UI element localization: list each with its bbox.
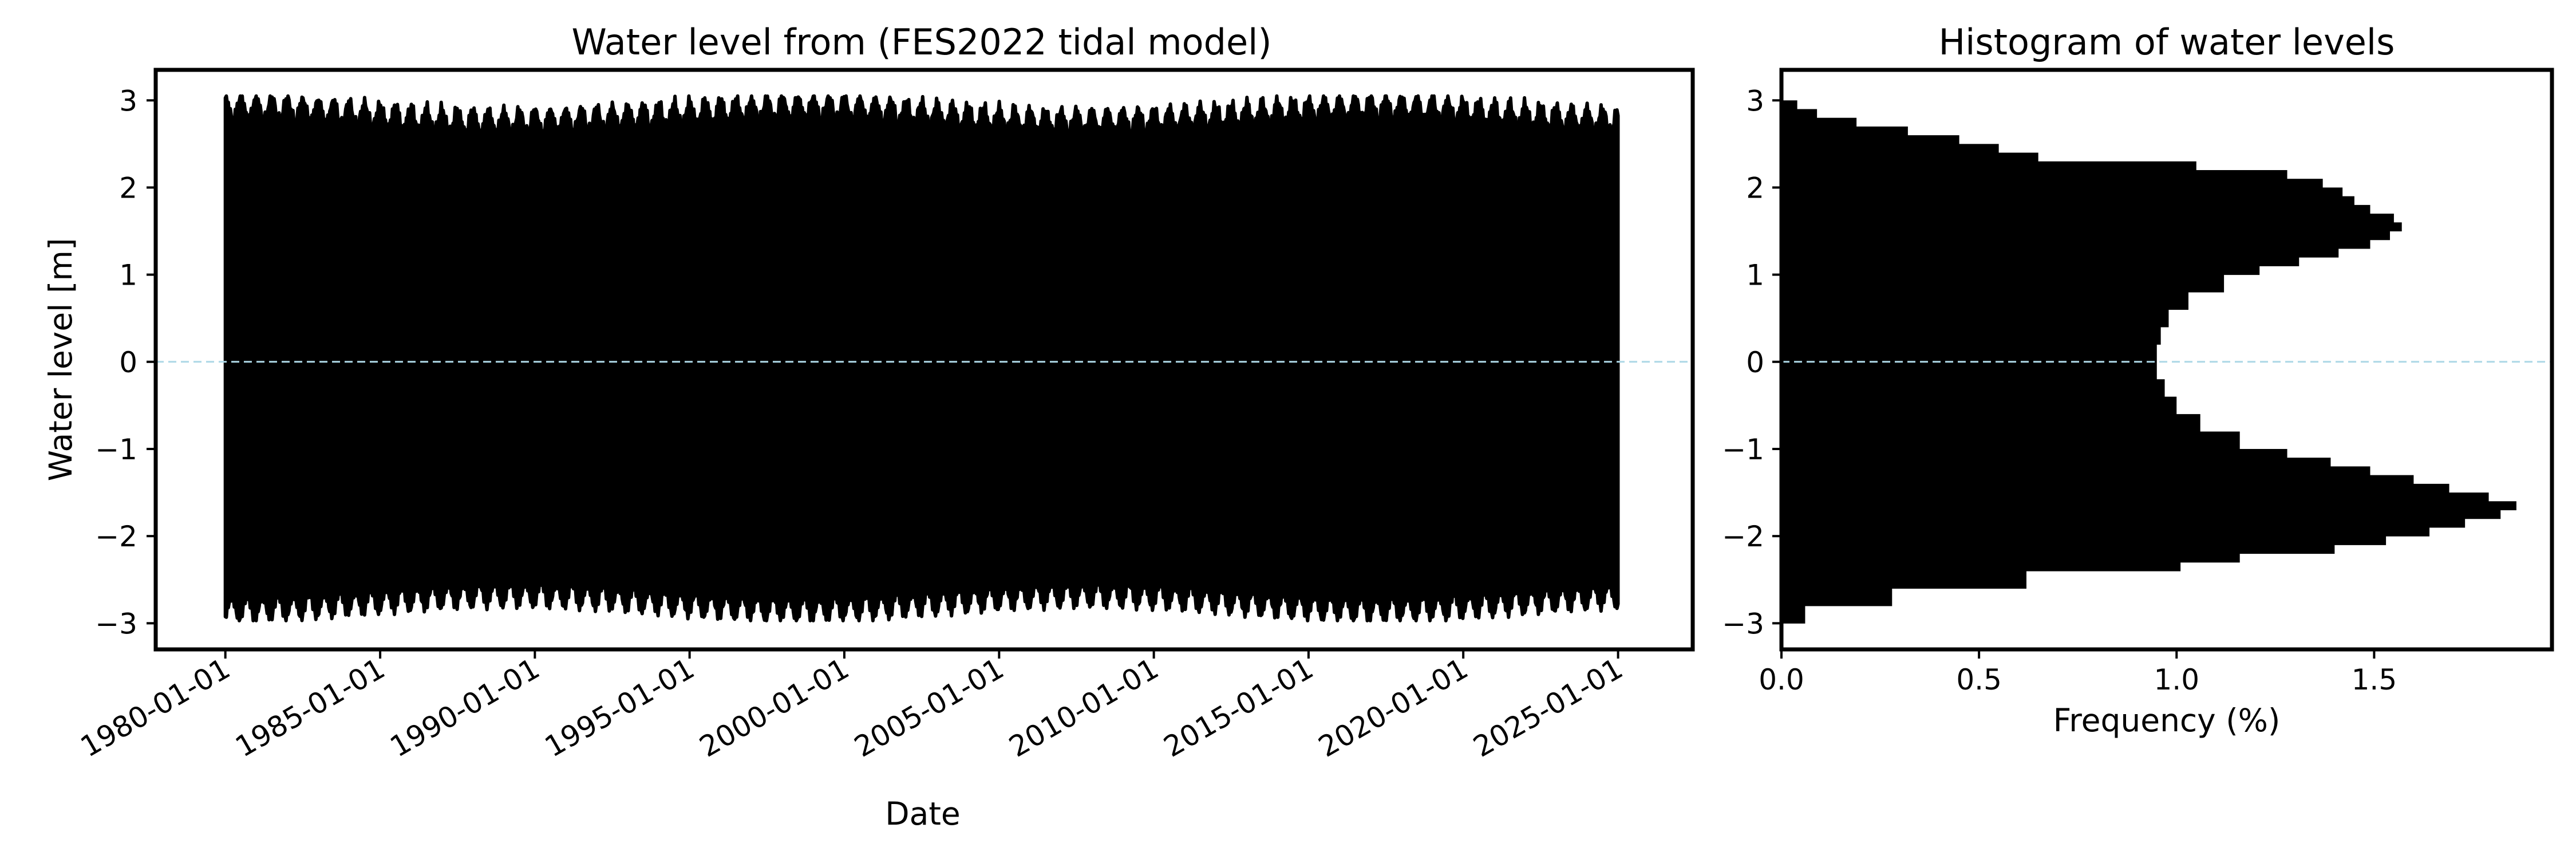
histogram-bar xyxy=(1781,475,2414,484)
histogram-bar xyxy=(1781,458,2331,467)
histogram-bar xyxy=(1781,231,2390,241)
histogram-bar xyxy=(1781,161,2196,171)
y-tick-label: 2 xyxy=(119,171,137,204)
histogram-bar xyxy=(1781,431,2240,450)
histogram-bar xyxy=(1781,553,2240,563)
histogram-bar xyxy=(1781,492,2489,502)
histogram-bar xyxy=(1781,187,2343,197)
timeseries-frame xyxy=(153,68,1695,652)
y-tick-label: −1 xyxy=(1722,433,1764,466)
histogram-bar xyxy=(1781,588,1893,606)
histogram-bar xyxy=(1781,292,2188,310)
y-tick-label: −2 xyxy=(1722,520,1764,553)
histogram-bar xyxy=(1781,135,1959,144)
y-tick-label: 3 xyxy=(1746,84,1764,117)
y-tick-label: −3 xyxy=(1722,607,1764,640)
histogram-title: Histogram of water levels xyxy=(1939,21,2395,63)
histogram-bar xyxy=(1781,562,2181,572)
histogram-bar xyxy=(1781,257,2300,266)
histogram-bar xyxy=(1781,518,2466,528)
y-tick-label: −2 xyxy=(95,520,137,553)
y-tick-label: 2 xyxy=(1746,171,1764,204)
histogram-bar xyxy=(1781,466,2370,476)
histogram-bar xyxy=(1781,571,2026,589)
histogram-bar xyxy=(1781,222,2402,232)
x-tick-label: 1980-01-01 xyxy=(75,652,236,764)
timeseries-title: Water level from (FES2022 tidal model) xyxy=(571,21,1271,63)
histogram-bar xyxy=(1781,239,2370,249)
histogram-panel: Histogram of water levels −3 −2 −1 0 1 2 3 0.0… xyxy=(1722,21,2554,739)
x-tick-label: 1985-01-01 xyxy=(230,652,390,764)
y-tick-label: 1 xyxy=(119,259,137,292)
histogram-bar xyxy=(1781,545,2335,554)
histogram-bar xyxy=(1781,510,2501,519)
histogram-bar xyxy=(1781,527,2430,537)
x-tick-label: 2015-01-01 xyxy=(1158,652,1319,764)
histogram-bar xyxy=(1781,414,2200,432)
x-tick-label: 0.0 xyxy=(1759,663,1804,696)
timeseries-y-label: Water level [m] xyxy=(42,238,79,482)
histogram-bar xyxy=(1781,344,2157,362)
x-tick-label: 2005-01-01 xyxy=(849,652,1010,764)
timeseries-y-axis: −3 −2 −1 0 1 2 3 xyxy=(95,84,156,640)
histogram-bar xyxy=(1781,248,2339,258)
histogram-y-axis: −3 −2 −1 0 1 2 3 xyxy=(1722,84,1781,640)
histogram-bar xyxy=(1781,266,2260,275)
histogram-bar xyxy=(1781,179,2323,188)
y-tick-label: −1 xyxy=(95,433,137,466)
histogram-bar xyxy=(1781,144,1999,153)
histogram-bar xyxy=(1781,536,2387,545)
histogram-bar xyxy=(1781,501,2516,511)
x-tick-label: 2000-01-01 xyxy=(694,652,855,764)
histogram-plot-area xyxy=(1781,100,2552,624)
histogram-bar xyxy=(1781,483,2449,493)
y-tick-label: 1 xyxy=(1746,259,1764,292)
y-tick-label: −3 xyxy=(95,607,137,640)
histogram-bar xyxy=(1781,274,2225,293)
histogram-x-axis: 0.0 0.5 1.0 1.5 xyxy=(1759,649,2397,696)
x-tick-label: 0.5 xyxy=(1956,663,2002,696)
histogram-x-label: Frequency (%) xyxy=(2053,702,2281,739)
x-tick-label: 2010-01-01 xyxy=(1003,652,1164,764)
x-tick-label: 1.5 xyxy=(2352,663,2397,696)
histogram-bar xyxy=(1781,126,1908,136)
y-tick-label: 3 xyxy=(119,84,137,117)
timeseries-panel: Water level from (FES2022 tidal model) −… xyxy=(42,21,1695,832)
timeseries-plot-area xyxy=(156,94,1693,622)
water-level-series xyxy=(223,94,1620,622)
histogram-bar xyxy=(1781,326,2161,345)
histogram-bar xyxy=(1781,152,2038,162)
histogram-frame xyxy=(1779,68,2554,652)
x-tick-label: 2020-01-01 xyxy=(1313,652,1474,764)
histogram-bar xyxy=(1781,605,1805,624)
x-tick-label: 1995-01-01 xyxy=(539,652,700,764)
histogram-bar xyxy=(1781,170,2287,179)
histogram-bar xyxy=(1781,204,2370,214)
histogram-bar xyxy=(1781,448,2287,458)
histogram-bar xyxy=(1781,117,1857,127)
histogram-bar xyxy=(1781,196,2354,206)
timeseries-x-label: Date xyxy=(885,795,960,832)
histogram-bar xyxy=(1781,109,1818,119)
x-tick-label: 1.0 xyxy=(2154,663,2199,696)
histogram-bar xyxy=(1781,396,2177,415)
x-tick-label: 2025-01-01 xyxy=(1468,652,1629,764)
y-tick-label: 0 xyxy=(1746,346,1764,379)
histogram-bar xyxy=(1781,379,2165,397)
histogram-bar xyxy=(1781,361,2157,380)
histogram-bar xyxy=(1781,100,1797,109)
y-tick-label: 0 xyxy=(119,346,137,379)
x-tick-label: 1990-01-01 xyxy=(385,652,546,764)
histogram-bar xyxy=(1781,214,2394,223)
histogram-bar xyxy=(1781,309,2169,328)
timeseries-x-axis: 1980-01-011985-01-011990-01-011995-01-01… xyxy=(75,649,1629,764)
